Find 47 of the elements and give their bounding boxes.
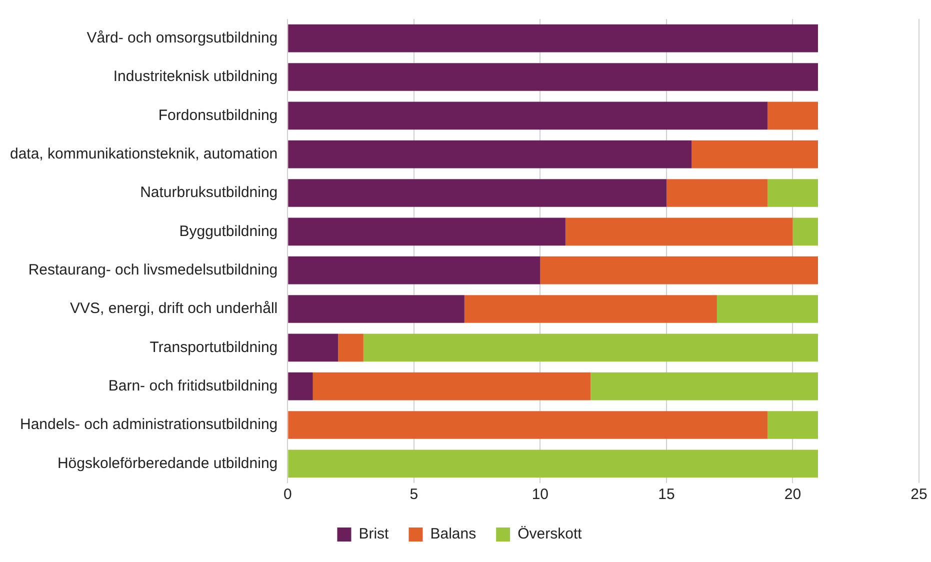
y-tick-label: Naturbruksutbildning	[140, 184, 278, 202]
bar	[464, 295, 717, 323]
bar	[590, 372, 818, 400]
y-tick-label: Vård- och omsorgsutbildning	[86, 29, 278, 46]
x-tick-label: 0	[283, 486, 292, 504]
bar	[288, 450, 818, 478]
bar	[540, 256, 818, 284]
bar	[767, 102, 818, 130]
bar	[312, 372, 591, 400]
y-tick-label: data, kommunikationsteknik, automation	[10, 145, 278, 162]
bar	[288, 140, 692, 168]
y-tick-label: Transportutbildning	[150, 338, 278, 356]
bar	[692, 140, 818, 168]
bar	[288, 102, 768, 130]
bar	[363, 334, 818, 362]
x-tick-label: 15	[658, 486, 675, 504]
bar	[666, 179, 768, 207]
y-tick-label: Fordonsutbildning	[158, 106, 278, 124]
bar	[338, 334, 364, 362]
x-tick-label: 10	[532, 486, 549, 504]
bar	[716, 295, 818, 323]
bar	[288, 218, 566, 246]
y-tick-label: Barn- och fritidsutbildning	[108, 377, 278, 394]
bar	[767, 411, 818, 439]
bar	[288, 179, 666, 207]
x-tick-label: 20	[784, 486, 802, 504]
legend-label: Brist	[358, 526, 390, 543]
bar	[565, 218, 793, 246]
bar	[288, 334, 338, 362]
x-tick-label: 5	[410, 486, 418, 504]
bar	[288, 24, 818, 52]
legend-label: Överskott	[518, 526, 583, 543]
y-tick-label: Högskoleförberedande utbildning	[57, 454, 278, 472]
y-tick-label: Restaurang- och livsmedelsutbildning	[28, 261, 278, 278]
y-tick-label: VVS, energi, drift och underhåll	[70, 300, 278, 318]
x-tick-label: 25	[910, 486, 928, 504]
bar	[288, 63, 818, 91]
bar	[288, 372, 313, 400]
bar	[288, 256, 540, 284]
legend-label: Balans	[430, 526, 476, 543]
y-tick-label: Handels- och administrationsutbildning	[20, 416, 278, 434]
y-tick-label: Byggutbildning	[179, 222, 278, 240]
bar	[792, 218, 818, 246]
bar	[767, 179, 818, 207]
bar	[288, 295, 464, 323]
bar	[288, 411, 768, 439]
y-tick-label: Industriteknisk utbildning	[113, 68, 278, 86]
